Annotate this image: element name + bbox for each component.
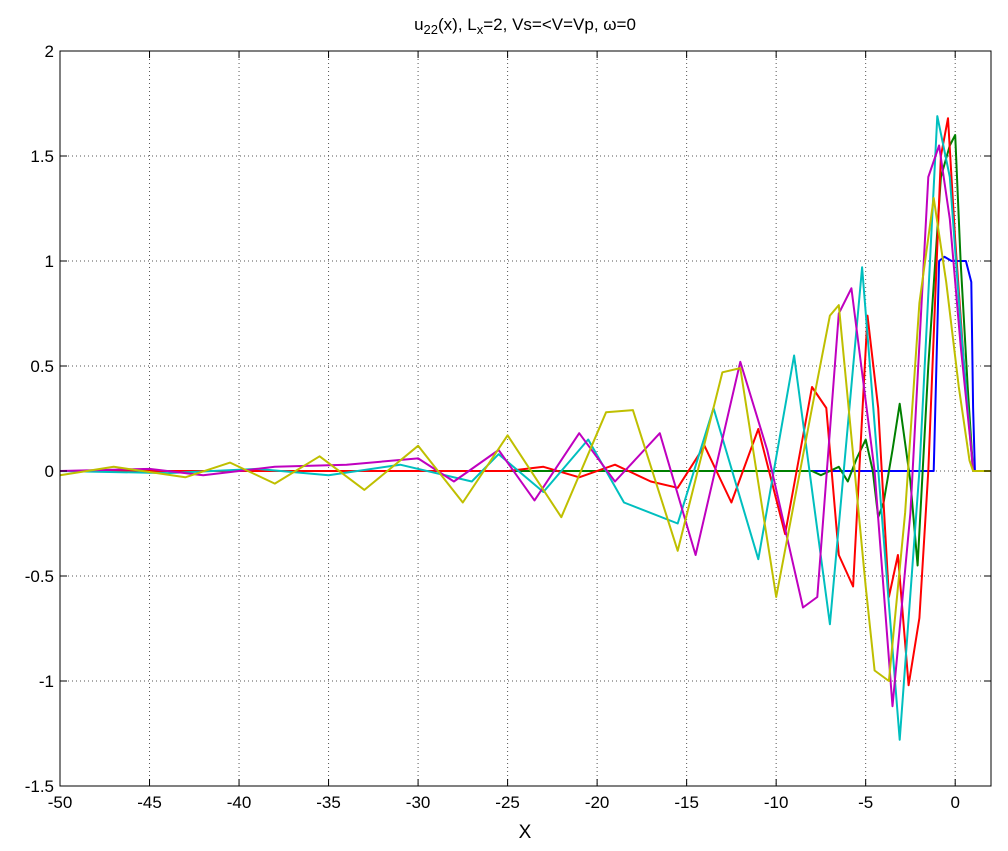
x-tick-label: -30 [406,793,431,812]
y-tick-label: -0.5 [25,567,54,586]
title-subscript: x [477,22,484,37]
x-tick-labels: -50 -45 -40 -35 -30 -25 -20 -15 -10 -5 0 [48,793,960,812]
x-tick-label: -50 [48,793,73,812]
plot-frame [59,50,992,787]
y-tick-label: -1.5 [25,777,54,796]
y-tick-label: 1.5 [30,147,54,166]
x-tick-label: -40 [227,793,252,812]
x-tick-label: -10 [764,793,789,812]
x-tick-label: 0 [950,793,959,812]
title-subscript: 22 [424,22,438,37]
x-tick-label: -15 [674,793,699,812]
x-tick-label: -45 [137,793,162,812]
series-line-4 [60,115,991,741]
series-line-3 [60,117,991,687]
series-line-6 [60,197,991,682]
x-tick-label: -25 [495,793,520,812]
series-line-2 [60,134,991,567]
title-segment: (x), L [438,15,477,34]
axis-ticks [59,50,991,787]
grid-lines [60,51,991,786]
chart-title: u22(x), Lx=2, Vs=<V=Vp, ω=0 [414,15,636,37]
x-tick-label: -20 [585,793,610,812]
x-axis-label: X [519,822,532,843]
series-group [60,115,991,741]
title-segment: =2, Vs=<V=Vp, ω=0 [483,15,636,34]
title-segment: u [414,15,423,34]
y-tick-label: -1 [39,672,54,691]
series-line-1 [60,255,991,472]
x-tick-label: -5 [858,793,873,812]
y-tick-label: 1 [45,252,54,271]
y-tick-label: 0.5 [30,357,54,376]
y-tick-label: 2 [45,42,54,61]
x-tick-label: -35 [316,793,341,812]
series-line-5 [60,144,991,708]
y-tick-label: 0 [45,462,54,481]
y-tick-labels: -1.5 -1 -0.5 0 0.5 1 1.5 2 [25,42,54,796]
